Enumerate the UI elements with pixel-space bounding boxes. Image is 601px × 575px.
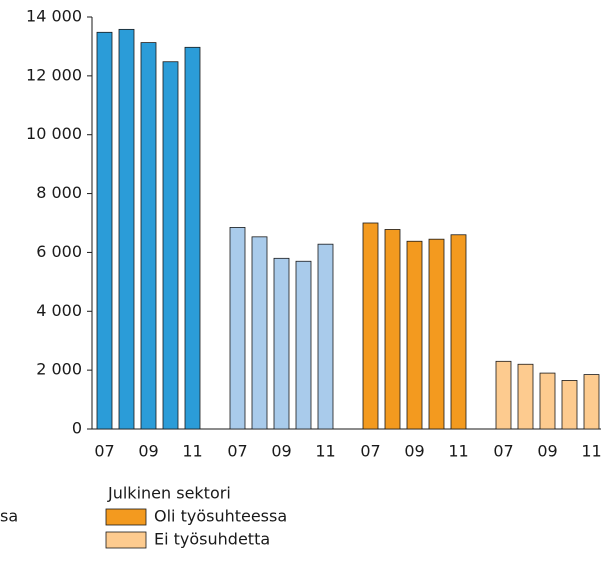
y-tick-label: 12 000: [26, 65, 82, 84]
x-tick-label: 11: [315, 442, 335, 461]
bar: [450, 234, 467, 430]
bar: [495, 360, 512, 430]
legend-label: Ei työsuhdetta: [154, 530, 270, 549]
bar: [273, 257, 290, 430]
legend-label: Oli työsuhteessa: [154, 507, 287, 526]
bar: [140, 42, 157, 430]
x-tick-label: 11: [448, 442, 468, 461]
y-tick-label: 6 000: [36, 242, 82, 261]
bar: [362, 222, 379, 430]
x-tick-label: 09: [404, 442, 424, 461]
bar: [428, 238, 445, 430]
y-tick-label: 4 000: [36, 301, 82, 320]
legend-swatch: [105, 531, 147, 549]
x-tick-label: 11: [581, 442, 601, 461]
bar: [317, 243, 334, 430]
bar: [295, 260, 312, 430]
legend-label: sa: [0, 507, 18, 526]
x-tick-label: 07: [360, 442, 380, 461]
y-tick-label: 10 000: [26, 124, 82, 143]
bar: [96, 31, 113, 430]
bar: [561, 380, 578, 430]
bar: [539, 372, 556, 430]
bar: [583, 374, 600, 430]
x-tick-label: 07: [227, 442, 247, 461]
x-tick-label: 11: [182, 442, 202, 461]
bar: [251, 236, 268, 430]
x-tick-label: 07: [493, 442, 513, 461]
x-tick-label: 07: [94, 442, 114, 461]
bar: [406, 240, 423, 430]
bar: [162, 61, 179, 430]
y-tick-label: 0: [72, 419, 82, 438]
x-tick-label: 09: [537, 442, 557, 461]
legend-title: Julkinen sektori: [107, 484, 231, 503]
y-tick-label: 8 000: [36, 183, 82, 202]
y-tick-label: 14 000: [26, 7, 82, 26]
x-tick-label: 09: [138, 442, 158, 461]
x-tick-label: 09: [271, 442, 291, 461]
bar: [384, 229, 401, 430]
bar: [229, 227, 246, 430]
bar: [517, 363, 534, 430]
y-tick-label: 2 000: [36, 360, 82, 379]
bar: [184, 46, 201, 430]
bar: [118, 28, 135, 430]
legend-swatch: [105, 508, 147, 526]
